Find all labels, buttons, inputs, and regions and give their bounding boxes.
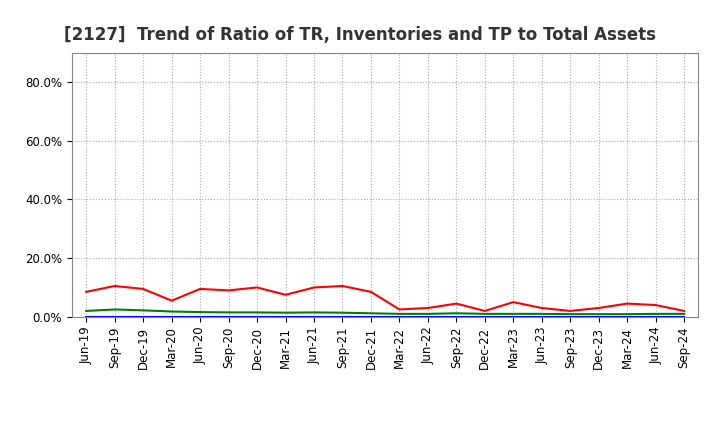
Trade Receivables: [139, 286, 148, 292]
Trade Receivables: [652, 302, 660, 308]
Trade Receivables: [167, 298, 176, 303]
Inventories: [282, 314, 290, 319]
Trade Receivables: [537, 305, 546, 311]
Inventories: [338, 314, 347, 319]
Trade Payables: [595, 312, 603, 317]
Inventories: [167, 314, 176, 319]
Inventories: [537, 314, 546, 319]
Inventories: [310, 314, 318, 319]
Inventories: [423, 314, 432, 319]
Inventories: [623, 314, 631, 319]
Trade Receivables: [509, 300, 518, 305]
Trade Receivables: [623, 301, 631, 306]
Trade Receivables: [480, 308, 489, 314]
Trade Payables: [680, 311, 688, 316]
Inventories: [595, 314, 603, 319]
Trade Payables: [537, 311, 546, 316]
Line: Trade Payables: Trade Payables: [86, 309, 684, 314]
Inventories: [680, 314, 688, 319]
Inventories: [452, 314, 461, 319]
Trade Payables: [338, 310, 347, 315]
Trade Payables: [225, 310, 233, 315]
Trade Payables: [110, 307, 119, 312]
Trade Receivables: [566, 308, 575, 314]
Trade Receivables: [253, 285, 261, 290]
Trade Receivables: [338, 283, 347, 289]
Trade Payables: [253, 310, 261, 315]
Trade Receivables: [395, 307, 404, 312]
Inventories: [366, 314, 375, 319]
Trade Receivables: [423, 305, 432, 311]
Trade Payables: [623, 312, 631, 317]
Trade Payables: [196, 309, 204, 315]
Trade Payables: [167, 309, 176, 314]
Inventories: [566, 314, 575, 319]
Trade Receivables: [452, 301, 461, 306]
Trade Payables: [423, 311, 432, 316]
Line: Trade Receivables: Trade Receivables: [86, 286, 684, 311]
Trade Payables: [652, 311, 660, 316]
Trade Payables: [139, 308, 148, 313]
Trade Payables: [452, 311, 461, 316]
Trade Receivables: [680, 308, 688, 314]
Trade Payables: [282, 310, 290, 315]
Trade Receivables: [225, 288, 233, 293]
Trade Payables: [82, 308, 91, 314]
Inventories: [225, 314, 233, 319]
Trade Payables: [480, 311, 489, 316]
Trade Receivables: [196, 286, 204, 292]
Trade Payables: [310, 310, 318, 315]
Trade Receivables: [82, 289, 91, 294]
Trade Receivables: [310, 285, 318, 290]
Trade Receivables: [595, 305, 603, 311]
Trade Receivables: [282, 292, 290, 297]
Inventories: [395, 314, 404, 319]
Trade Payables: [566, 312, 575, 317]
Inventories: [82, 314, 91, 319]
Trade Receivables: [110, 283, 119, 289]
Inventories: [253, 314, 261, 319]
Trade Receivables: [366, 289, 375, 294]
Inventories: [480, 314, 489, 319]
Inventories: [652, 314, 660, 319]
Inventories: [110, 314, 119, 319]
Inventories: [196, 314, 204, 319]
Trade Payables: [366, 311, 375, 316]
Trade Payables: [395, 311, 404, 316]
Text: [2127]  Trend of Ratio of TR, Inventories and TP to Total Assets: [2127] Trend of Ratio of TR, Inventories…: [64, 26, 656, 44]
Inventories: [139, 314, 148, 319]
Inventories: [509, 314, 518, 319]
Trade Payables: [509, 311, 518, 316]
